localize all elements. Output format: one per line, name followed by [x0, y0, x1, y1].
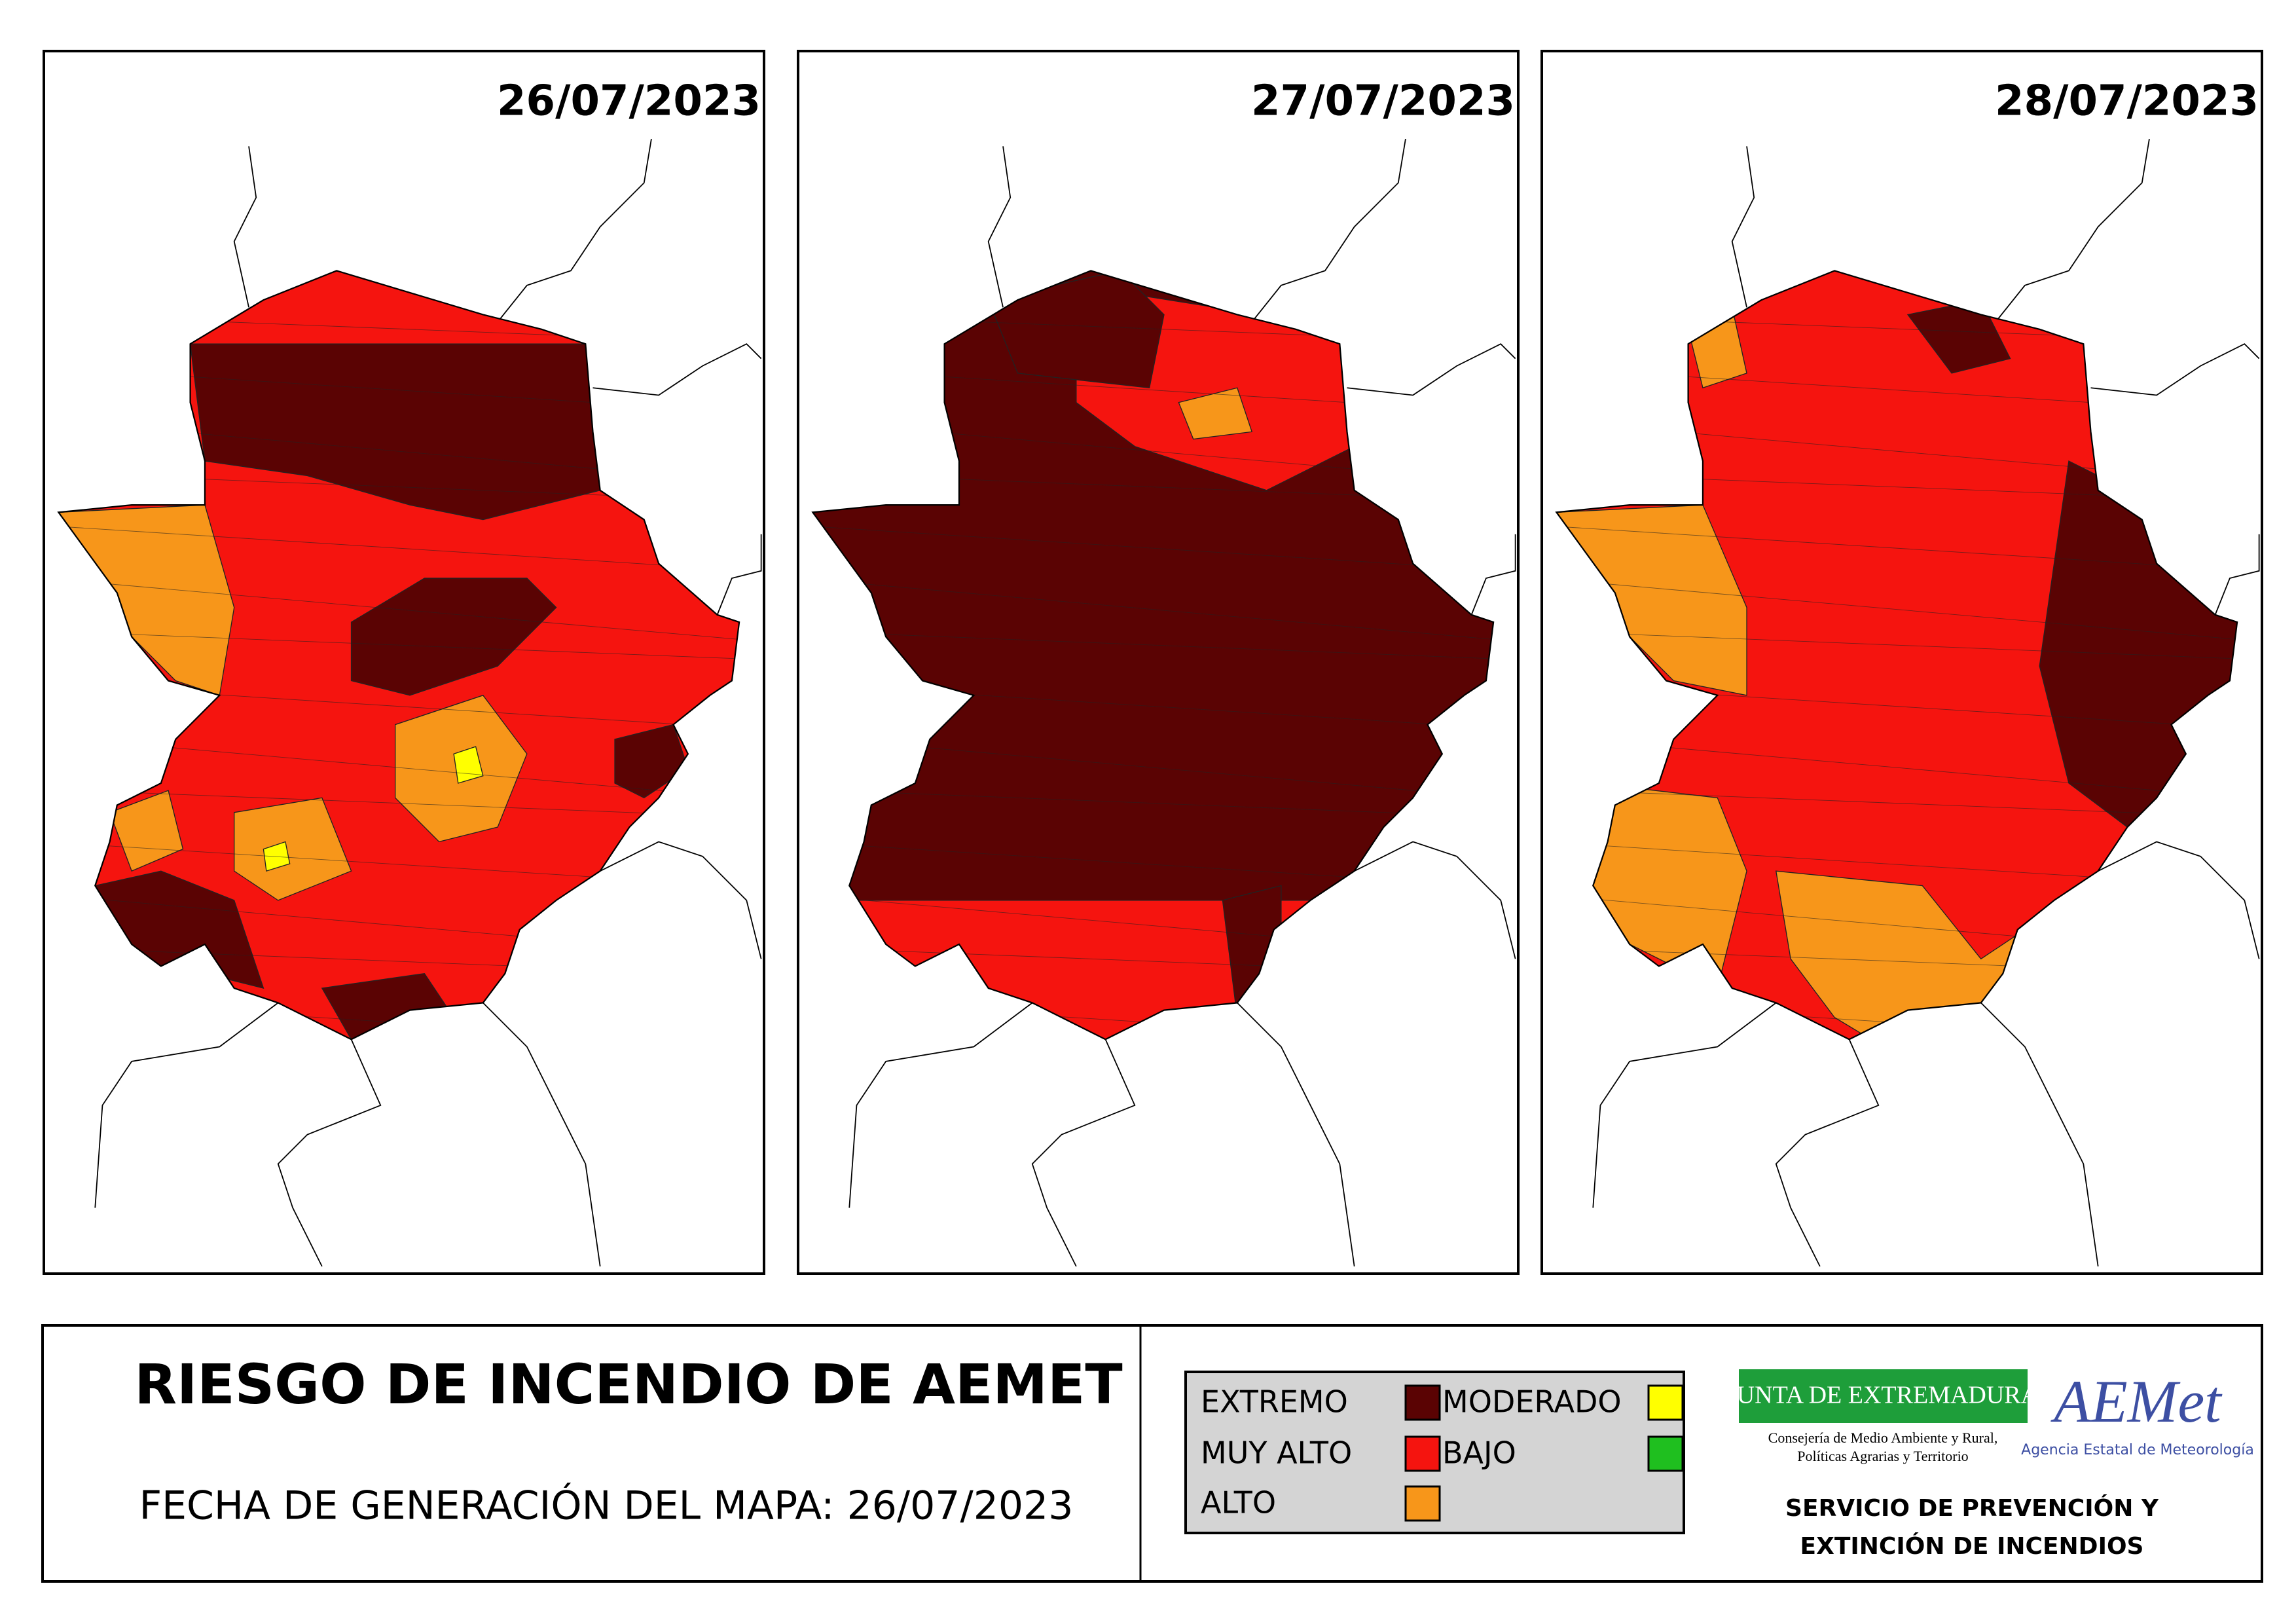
- country-border: [1354, 841, 1516, 959]
- country-border: [277, 1039, 382, 1267]
- legend-swatch: [1647, 1435, 1684, 1472]
- municipal-border: [58, 631, 740, 661]
- country-border: [987, 146, 1011, 308]
- country-border: [94, 1002, 279, 1208]
- country-border: [1251, 139, 1406, 323]
- country-border: [2098, 841, 2260, 959]
- legend-label: MUY ALTO: [1201, 1435, 1352, 1471]
- country-border: [2214, 534, 2260, 616]
- country-border: [1031, 1039, 1136, 1267]
- municipal-border: [1556, 631, 2238, 661]
- country-border: [1347, 343, 1516, 396]
- service-line: EXTINCIÓN DE INCENDIOS: [1800, 1532, 2144, 1560]
- risk-area: [987, 270, 1165, 389]
- junta-subtitle: Políticas Agrarias y Territorio: [1797, 1448, 1968, 1464]
- country-border: [592, 343, 762, 396]
- risk-area: [812, 270, 1494, 901]
- region-outline: [1555, 270, 2238, 1041]
- title: RIESGO DE INCENDIO DE AEMET: [134, 1352, 1122, 1416]
- country-border: [1470, 534, 1516, 616]
- map-date: 27/07/2023: [1251, 77, 1515, 126]
- map-date: 26/07/2023: [497, 77, 761, 126]
- legend-swatch: [1404, 1435, 1441, 1472]
- country-border: [233, 146, 257, 308]
- risk-area: [234, 797, 352, 901]
- legend-label: EXTREMO: [1201, 1384, 1348, 1420]
- country-border: [1775, 1039, 1880, 1267]
- footer-box: [41, 1324, 2263, 1583]
- country-border: [1237, 1002, 1355, 1267]
- municipal-border: [1556, 525, 2238, 573]
- country-border: [1731, 146, 1755, 308]
- municipal-border: [812, 631, 1494, 661]
- municipal-border: [812, 525, 1494, 573]
- risk-area: [453, 746, 484, 784]
- aemet-subtitle: Agencia Estatal de Meteorología: [2021, 1442, 2254, 1458]
- service-line: SERVICIO DE PREVENCIÓN Y: [1785, 1494, 2159, 1522]
- country-border: [2090, 343, 2260, 396]
- risk-area: [1178, 387, 1253, 440]
- risk-area: [614, 724, 689, 799]
- map-date: 28/07/2023: [1995, 77, 2259, 126]
- risk-area: [350, 578, 557, 696]
- risk-areas: [58, 270, 740, 1040]
- legend-label: ALTO: [1201, 1485, 1276, 1521]
- legend-label: MODERADO: [1442, 1384, 1622, 1420]
- municipal-border: [58, 525, 740, 573]
- aemet-logo: AEMet: [2050, 1368, 2223, 1435]
- country-border: [1980, 1002, 2099, 1267]
- country-border: [497, 139, 652, 323]
- municipal-border: [58, 578, 740, 643]
- legend-swatch: [1647, 1384, 1684, 1421]
- junta-subtitle: Consejería de Medio Ambiente y Rural,: [1768, 1430, 1998, 1446]
- municipal-border: [812, 578, 1494, 643]
- junta-name: JUNTA DE EXTREMADURA: [1727, 1382, 2039, 1409]
- region-outline: [57, 270, 740, 1041]
- country-border: [848, 1002, 1033, 1208]
- map: [57, 139, 762, 1267]
- country-border: [1995, 139, 2150, 323]
- country-border: [483, 1002, 601, 1267]
- legend-swatch: [1404, 1485, 1441, 1522]
- generation-date: FECHA DE GENERACIÓN DEL MAPA: 26/07/2023: [139, 1483, 1074, 1529]
- region-outline: [811, 270, 1495, 1041]
- municipal-border: [1556, 578, 2238, 643]
- legend-label: BAJO: [1442, 1435, 1516, 1471]
- legend: EXTREMO MUY ALTO ALTO MODERADO BAJO: [1201, 1384, 1684, 1522]
- country-border: [716, 534, 762, 616]
- risk-area: [109, 790, 184, 872]
- country-border: [600, 841, 762, 959]
- legend-swatch: [1404, 1384, 1441, 1421]
- country-border: [1592, 1002, 1777, 1208]
- junta-logo: [1739, 1369, 2028, 1423]
- maps: 26/07/2023 27/07/2023 28/07/2023: [43, 50, 2263, 1275]
